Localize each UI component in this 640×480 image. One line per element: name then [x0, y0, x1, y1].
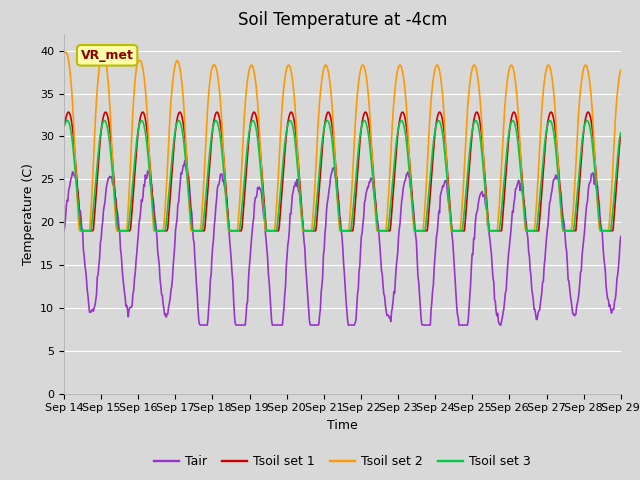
Tsoil set 1	[473, 109, 481, 115]
Tair	[185, 174, 193, 180]
Tsoil set 1	[70, 141, 78, 146]
Tsoil set 3	[70, 156, 78, 162]
Tsoil set 3	[60, 123, 68, 129]
Line: Tsoil set 3: Tsoil set 3	[64, 120, 621, 231]
Tsoil set 2	[60, 50, 68, 56]
Tsoil set 2	[617, 67, 625, 73]
X-axis label: Time: Time	[327, 419, 358, 432]
Line: Tair: Tair	[64, 161, 621, 325]
Tsoil set 1	[214, 110, 222, 116]
Tsoil set 2	[61, 49, 69, 55]
Tsoil set 3	[214, 122, 222, 128]
Tsoil set 1	[428, 180, 435, 186]
Tsoil set 1	[60, 123, 68, 129]
Tsoil set 1	[411, 228, 419, 234]
Tsoil set 2	[215, 83, 223, 88]
Text: VR_met: VR_met	[81, 49, 134, 62]
Tsoil set 2	[186, 208, 193, 214]
Tair	[215, 181, 223, 187]
Tsoil set 3	[77, 228, 85, 234]
Line: Tsoil set 1: Tsoil set 1	[64, 112, 621, 231]
Tsoil set 2	[412, 228, 419, 234]
Tsoil set 1	[617, 133, 625, 139]
Legend: Tair, Tsoil set 1, Tsoil set 2, Tsoil set 3: Tair, Tsoil set 1, Tsoil set 2, Tsoil se…	[148, 450, 536, 473]
Tsoil set 2	[129, 108, 137, 114]
Tair	[412, 232, 419, 238]
Tsoil set 1	[128, 206, 136, 212]
Tsoil set 2	[428, 89, 436, 95]
Tair	[127, 304, 135, 310]
Tsoil set 2	[76, 228, 83, 234]
Tsoil set 2	[71, 146, 79, 152]
Tsoil set 3	[128, 187, 136, 192]
Tsoil set 3	[617, 130, 625, 136]
Tsoil set 1	[77, 228, 85, 234]
Tair	[181, 158, 189, 164]
Tair	[617, 234, 625, 240]
Tsoil set 1	[185, 184, 193, 190]
Line: Tsoil set 2: Tsoil set 2	[64, 52, 621, 231]
Tsoil set 3	[412, 228, 419, 234]
Tsoil set 3	[249, 118, 257, 123]
Y-axis label: Temperature (C): Temperature (C)	[22, 163, 35, 264]
Tair	[70, 172, 78, 178]
Tair	[60, 228, 68, 233]
Tair	[428, 299, 436, 305]
Tsoil set 3	[428, 156, 436, 161]
Tair	[196, 322, 204, 328]
Tsoil set 3	[185, 193, 193, 199]
Title: Soil Temperature at -4cm: Soil Temperature at -4cm	[237, 11, 447, 29]
